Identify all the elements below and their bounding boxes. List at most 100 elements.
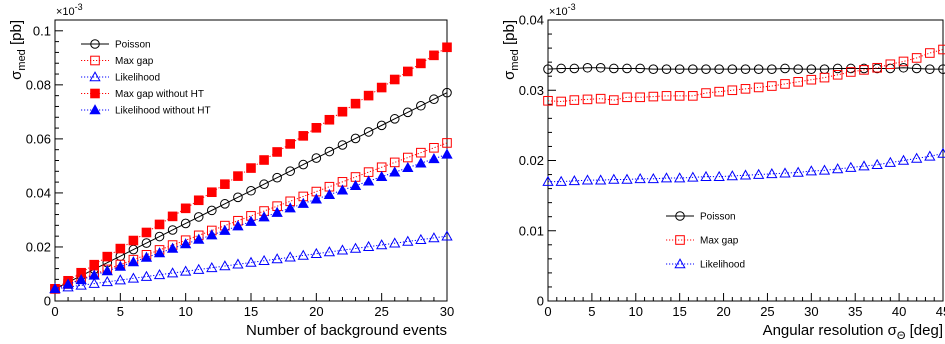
- data-point: [207, 205, 217, 216]
- x-axis-label-sub: Θ: [897, 330, 906, 339]
- data-point: [609, 95, 619, 105]
- data-point: [284, 251, 296, 262]
- data-point: [700, 170, 712, 181]
- x-tick-label: 30: [804, 304, 818, 319]
- x-tick-label: 45: [936, 304, 945, 319]
- data-point: [648, 64, 659, 74]
- data-point: [153, 268, 166, 280]
- series-max-gap-without-ht: [50, 42, 452, 294]
- y-tick-label: 0.04: [26, 185, 51, 200]
- data-point: [403, 66, 413, 77]
- data-point: [648, 91, 659, 102]
- data-point: [180, 203, 191, 214]
- x-tick-label: 5: [117, 304, 124, 319]
- series-max-gap: [50, 138, 452, 294]
- data-point: [674, 172, 686, 183]
- data-point: [167, 211, 178, 222]
- x-tick-label: 10: [629, 304, 643, 319]
- data-point: [75, 274, 87, 285]
- legend-label: Likelihood: [700, 260, 745, 271]
- exponent-base: ×10: [56, 6, 75, 18]
- data-point: [193, 212, 204, 222]
- data-point: [259, 179, 269, 190]
- data-point: [911, 53, 922, 63]
- x-axis-label-main: Angular resolution σ: [763, 322, 898, 339]
- right-chart-panel: 0 5 10 15 20 25 30 35 40 45 0.01 0.02 0.03 0.04 0 ×10-3…: [501, 2, 945, 342]
- data-point: [115, 243, 126, 254]
- data-point: [258, 254, 270, 266]
- exponent-power: -3: [568, 2, 576, 12]
- data-point: [556, 63, 566, 74]
- data-point: [442, 42, 452, 53]
- data-point: [403, 107, 413, 118]
- data-point: [311, 123, 322, 133]
- y-axis-label-main: σ: [8, 70, 25, 80]
- legend-label: Likelihood: [115, 73, 160, 84]
- y-tick-label: 0.08: [26, 77, 51, 92]
- data-point: [622, 92, 632, 103]
- data-point: [780, 79, 790, 89]
- data-point: [622, 63, 632, 74]
- data-point: [753, 82, 764, 93]
- data-point: [780, 63, 790, 74]
- data-point: [608, 173, 620, 184]
- data-point: [428, 152, 440, 164]
- data-point: [911, 152, 923, 163]
- data-point: [62, 278, 74, 289]
- data-point: [674, 64, 685, 74]
- y-origin-label: 0: [537, 294, 544, 309]
- y-exponent-label: ×10-3: [56, 2, 83, 18]
- data-point: [362, 175, 375, 186]
- data-point: [337, 106, 348, 117]
- data-point: [635, 63, 645, 74]
- x-tick-label: 0: [544, 304, 551, 319]
- data-point: [258, 211, 270, 222]
- legend-marker: [674, 258, 686, 269]
- data-point: [323, 188, 336, 199]
- data-point: [271, 253, 283, 264]
- legend-marker: [90, 88, 100, 99]
- data-point: [232, 258, 244, 269]
- data-point: [272, 147, 282, 157]
- y-tick-label: 0.03: [519, 83, 544, 98]
- x-axis-label: Angular resolution σΘ [deg]: [763, 322, 943, 339]
- data-point: [166, 242, 179, 253]
- legend-marker: [89, 104, 101, 115]
- data-point: [362, 240, 375, 251]
- data-point: [324, 114, 335, 125]
- data-point: [193, 263, 205, 274]
- data-point: [753, 168, 765, 179]
- data-point: [207, 187, 217, 198]
- data-point: [219, 224, 231, 235]
- data-point: [634, 172, 646, 184]
- data-point: [885, 59, 896, 70]
- data-point: [259, 155, 269, 165]
- data-point: [206, 261, 218, 273]
- data-point: [271, 206, 283, 217]
- data-point: [441, 148, 453, 159]
- y-exponent-label: ×10-3: [549, 2, 576, 18]
- data-point: [416, 58, 426, 69]
- data-point: [403, 152, 413, 163]
- y-axis-label-sub: med: [509, 49, 521, 70]
- plot-frame: [547, 19, 944, 302]
- data-point: [272, 172, 282, 183]
- data-point: [389, 74, 400, 85]
- data-point: [336, 184, 349, 195]
- data-point: [154, 231, 165, 242]
- data-point: [232, 220, 244, 231]
- data-point: [376, 120, 387, 131]
- data-point: [349, 179, 362, 190]
- series-line: [54, 92, 448, 290]
- data-point: [609, 63, 619, 74]
- x-tick-label: 30: [440, 304, 454, 319]
- legend: Poisson Max gap Likelihood Max gap without …: [81, 39, 211, 117]
- data-point: [635, 92, 645, 103]
- data-point: [88, 277, 100, 288]
- data-point: [871, 158, 883, 170]
- data-point: [688, 64, 698, 74]
- data-point: [350, 98, 361, 109]
- data-point: [859, 65, 869, 75]
- data-point: [806, 74, 817, 85]
- data-point: [872, 62, 882, 73]
